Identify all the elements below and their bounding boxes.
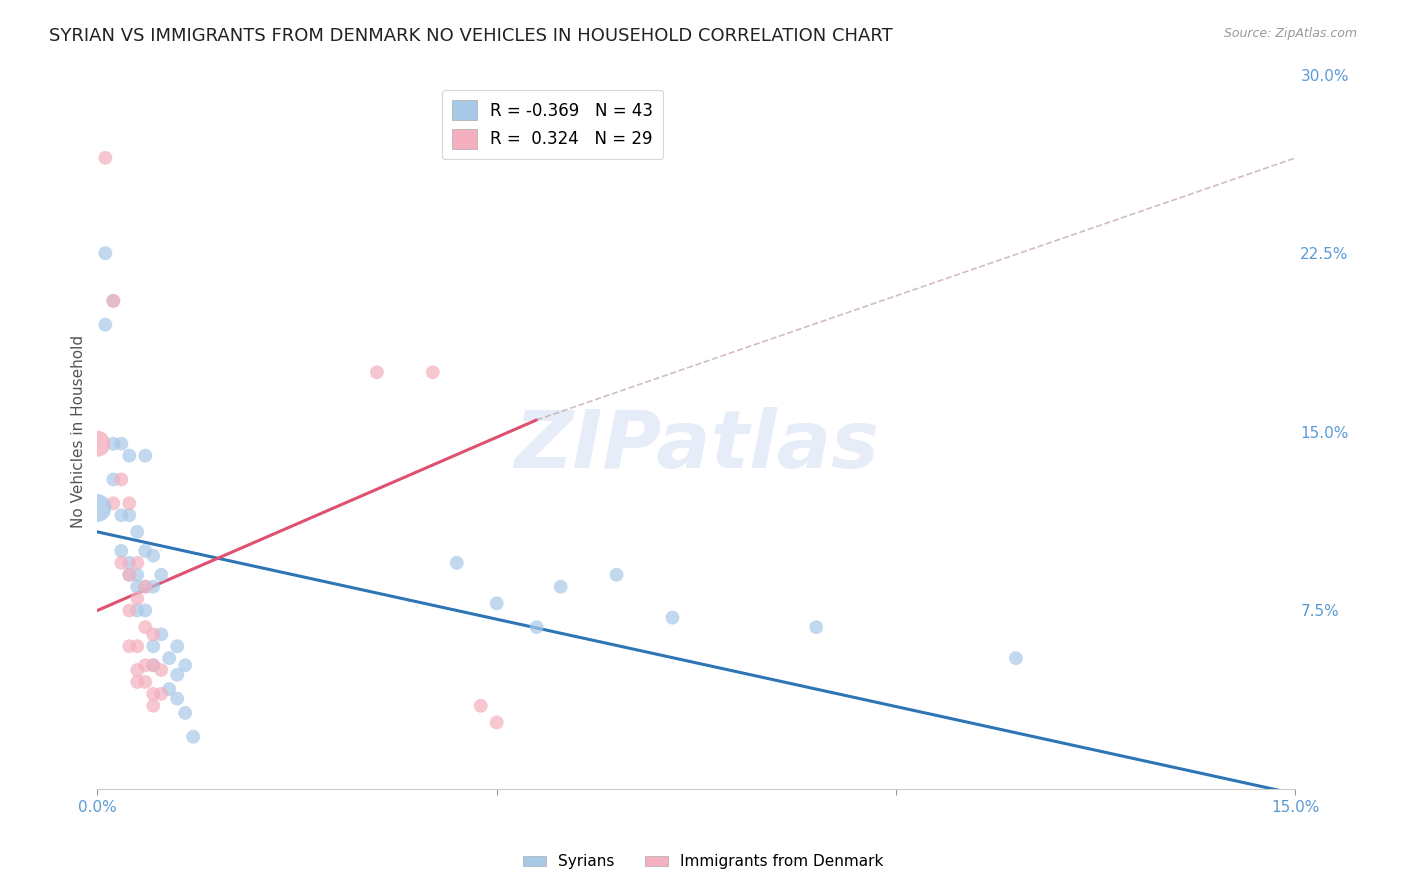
- Point: [174, 658, 197, 673]
- Point: [806, 620, 828, 634]
- Point: [94, 246, 117, 260]
- Point: [118, 567, 141, 582]
- Point: [422, 365, 444, 379]
- Legend: R = -0.369   N = 43, R =  0.324   N = 29: R = -0.369 N = 43, R = 0.324 N = 29: [441, 90, 664, 159]
- Point: [470, 698, 492, 713]
- Point: [142, 658, 165, 673]
- Point: [127, 580, 149, 594]
- Point: [103, 293, 125, 308]
- Point: [103, 293, 125, 308]
- Point: [110, 508, 132, 523]
- Point: [103, 496, 125, 510]
- Point: [150, 687, 173, 701]
- Point: [86, 501, 108, 516]
- Point: [103, 436, 125, 450]
- Point: [118, 603, 141, 617]
- Point: [166, 691, 188, 706]
- Point: [485, 715, 508, 730]
- Point: [127, 567, 149, 582]
- Point: [166, 639, 188, 653]
- Point: [157, 651, 180, 665]
- Point: [127, 639, 149, 653]
- Point: [134, 675, 156, 690]
- Point: [110, 556, 132, 570]
- Point: [174, 706, 197, 720]
- Point: [606, 567, 628, 582]
- Point: [103, 473, 125, 487]
- Text: ZIPatlas: ZIPatlas: [515, 407, 879, 485]
- Point: [134, 580, 156, 594]
- Point: [142, 687, 165, 701]
- Text: Source: ZipAtlas.com: Source: ZipAtlas.com: [1223, 27, 1357, 40]
- Point: [485, 596, 508, 610]
- Point: [134, 658, 156, 673]
- Point: [118, 567, 141, 582]
- Legend: Syrians, Immigrants from Denmark: Syrians, Immigrants from Denmark: [516, 848, 890, 875]
- Point: [142, 627, 165, 641]
- Point: [118, 449, 141, 463]
- Point: [142, 580, 165, 594]
- Point: [150, 627, 173, 641]
- Point: [118, 508, 141, 523]
- Y-axis label: No Vehicles in Household: No Vehicles in Household: [72, 335, 86, 528]
- Point: [127, 591, 149, 606]
- Point: [446, 556, 468, 570]
- Point: [118, 556, 141, 570]
- Point: [1005, 651, 1028, 665]
- Point: [142, 639, 165, 653]
- Point: [142, 698, 165, 713]
- Point: [134, 580, 156, 594]
- Point: [134, 544, 156, 558]
- Point: [134, 620, 156, 634]
- Point: [166, 668, 188, 682]
- Point: [118, 496, 141, 510]
- Point: [127, 675, 149, 690]
- Point: [127, 524, 149, 539]
- Text: SYRIAN VS IMMIGRANTS FROM DENMARK NO VEHICLES IN HOUSEHOLD CORRELATION CHART: SYRIAN VS IMMIGRANTS FROM DENMARK NO VEH…: [49, 27, 893, 45]
- Point: [134, 449, 156, 463]
- Point: [661, 610, 683, 624]
- Point: [127, 556, 149, 570]
- Point: [550, 580, 572, 594]
- Point: [134, 603, 156, 617]
- Point: [526, 620, 548, 634]
- Point: [127, 663, 149, 677]
- Point: [94, 151, 117, 165]
- Point: [127, 603, 149, 617]
- Point: [157, 682, 180, 697]
- Point: [181, 730, 204, 744]
- Point: [110, 544, 132, 558]
- Point: [150, 567, 173, 582]
- Point: [150, 663, 173, 677]
- Point: [86, 436, 108, 450]
- Point: [142, 549, 165, 563]
- Point: [118, 639, 141, 653]
- Point: [366, 365, 388, 379]
- Point: [142, 658, 165, 673]
- Point: [110, 436, 132, 450]
- Point: [94, 318, 117, 332]
- Point: [110, 473, 132, 487]
